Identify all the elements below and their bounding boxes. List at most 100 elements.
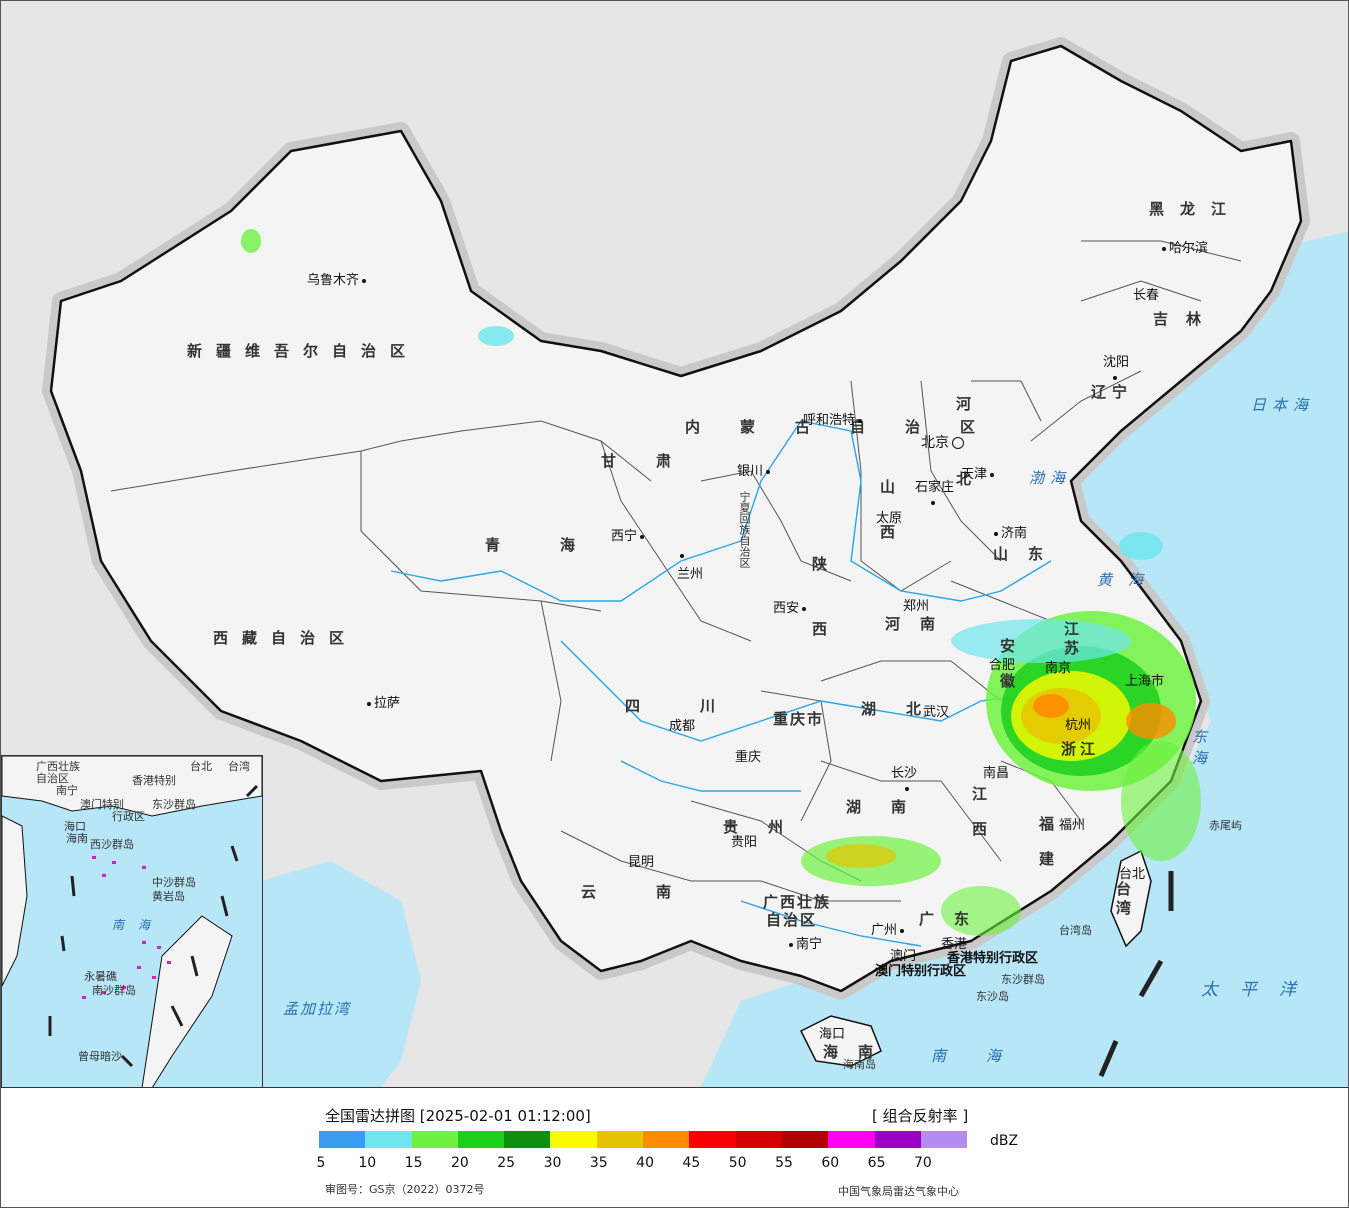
radar-map: 新疆维吾尔自治区 西藏自治区 青海 甘肃 四川 云南 贵州 广西壮族 自治区 广…	[0, 0, 1349, 1088]
province-label: 四川	[625, 697, 776, 715]
city-label: 呼和浩特	[803, 409, 865, 428]
inset-label: 海口	[64, 820, 86, 833]
island-label: 东沙群岛	[1001, 973, 1045, 986]
province-label: 江西	[970, 786, 988, 856]
city-label: 太原	[876, 511, 903, 526]
city-label: 郑州	[903, 599, 930, 614]
tick-label: 45	[682, 1155, 701, 1171]
province-label: 内蒙古自治区	[685, 418, 1016, 436]
city-label: 乌鲁木齐	[307, 269, 369, 288]
city-label: 兰州	[677, 548, 703, 582]
city-label: 西宁	[611, 525, 647, 544]
city-label: 长沙	[891, 762, 917, 796]
radar-echoes	[241, 229, 1201, 936]
sea-label: 日本海	[1251, 396, 1315, 414]
province-label: 台湾	[1114, 881, 1132, 919]
city-label: 杭州	[1065, 718, 1092, 733]
tick-label: 10	[358, 1155, 377, 1171]
island-label: 海南岛	[843, 1058, 876, 1071]
sea-east	[701, 231, 1348, 1087]
province-label: 重庆市	[773, 710, 825, 728]
city-label: 台北	[1119, 867, 1146, 882]
city-label: 合肥	[989, 658, 1016, 673]
tick-label: 55	[775, 1155, 793, 1171]
province-label: 新疆维吾尔自治区	[187, 342, 420, 360]
city-label: 哈尔滨	[1159, 237, 1208, 256]
color-swatch	[781, 1131, 829, 1148]
legend-title: 全国雷达拼图 [2025-02-01 01:12:00]	[325, 1107, 591, 1125]
inset-label: 行政区	[112, 810, 145, 823]
color-swatch	[920, 1131, 968, 1148]
inset-label: 永暑礁	[84, 970, 117, 983]
island-label: 东沙岛	[976, 990, 1009, 1003]
city-label: 重庆	[735, 750, 762, 765]
city-label: 拉萨	[364, 692, 400, 711]
city-label: 福州	[1059, 818, 1086, 833]
city-label: 天津	[961, 463, 997, 482]
province-label: 自治区	[766, 911, 818, 929]
inset-label: 自治区	[36, 772, 69, 785]
province-label: 河北	[954, 396, 972, 546]
color-swatch	[411, 1131, 458, 1148]
province-label: 陕西	[810, 556, 828, 686]
color-scale-bar	[319, 1131, 968, 1148]
province-label: 云南	[581, 883, 732, 901]
city-label: 广州	[871, 919, 907, 938]
province-label: 广东	[919, 910, 990, 928]
color-swatch	[735, 1131, 782, 1148]
city-dot	[1113, 375, 1117, 380]
island-label: 赤尾屿	[1209, 819, 1242, 832]
province-label: 江苏	[1062, 621, 1080, 659]
province-label: 青海	[485, 536, 636, 554]
sea-label: 南海	[931, 1047, 1042, 1065]
inset-label: 南海	[112, 918, 165, 932]
city-label: 南京	[1045, 661, 1072, 676]
inset-label: 西沙群岛	[90, 838, 134, 851]
south-china-sea-inset: 广西壮族 自治区 南宁 香港特别 澳门特别 行政区 东沙群岛 海口 海南 西沙群…	[1, 755, 263, 1087]
province-label: 吉林	[1153, 310, 1220, 328]
city-dot	[858, 418, 863, 423]
island-label: 澳门特别行政区	[875, 964, 967, 979]
inset-label: 台湾	[228, 760, 250, 773]
province-label: 宁夏回族自治区	[738, 491, 751, 568]
product-label: [ 组合反射率 ]	[872, 1107, 969, 1125]
province-label: 广西壮族	[763, 893, 832, 911]
city-dot	[640, 534, 645, 539]
tick-label: 60	[821, 1155, 840, 1171]
inset-label: 南沙群岛	[92, 984, 136, 997]
city-dot	[1162, 246, 1166, 251]
inset-label: 广西壮族	[36, 760, 80, 773]
source-credit: 中国气象局雷达气象中心	[838, 1185, 959, 1198]
province-label: 湖南	[846, 798, 937, 816]
color-swatch	[457, 1131, 505, 1148]
city-label: 香港	[941, 937, 968, 952]
city-dot	[931, 500, 935, 505]
sea-label: 渤海	[1029, 469, 1072, 487]
inset-label: 曾母暗沙	[78, 1050, 122, 1063]
province-label: 山东	[993, 545, 1064, 563]
sea-label: 黄海	[1097, 571, 1160, 589]
hainan-island	[799, 1015, 882, 1067]
city-label: 南昌	[983, 766, 1010, 781]
province-label: 甘肃	[601, 452, 712, 470]
city-label: 昆明	[628, 855, 655, 870]
province-label: 贵州	[723, 818, 814, 836]
inset-label: 海南	[66, 832, 88, 845]
inset-label: 南宁	[56, 784, 78, 797]
sea-label: 东海	[1190, 729, 1208, 771]
color-swatch	[643, 1131, 690, 1148]
color-swatch	[550, 1131, 597, 1148]
capital-icon	[952, 437, 964, 449]
inset-label: 东沙群岛	[152, 798, 196, 811]
color-swatch	[828, 1131, 875, 1148]
city-dot	[367, 701, 371, 706]
legend-panel: 全国雷达拼图 [2025-02-01 01:12:00] [ 组合反射率 ] d…	[0, 1088, 1349, 1208]
city-label: 西安	[773, 597, 809, 616]
tick-label: 50	[728, 1155, 747, 1171]
city-label: 上海市	[1125, 674, 1165, 689]
province-label: 浙江	[1061, 740, 1100, 758]
inset-label: 中沙群岛	[152, 876, 196, 889]
tick-label: 40	[636, 1155, 655, 1171]
tick-label: 65	[867, 1155, 886, 1171]
inset-label: 澳门特别	[80, 798, 124, 811]
